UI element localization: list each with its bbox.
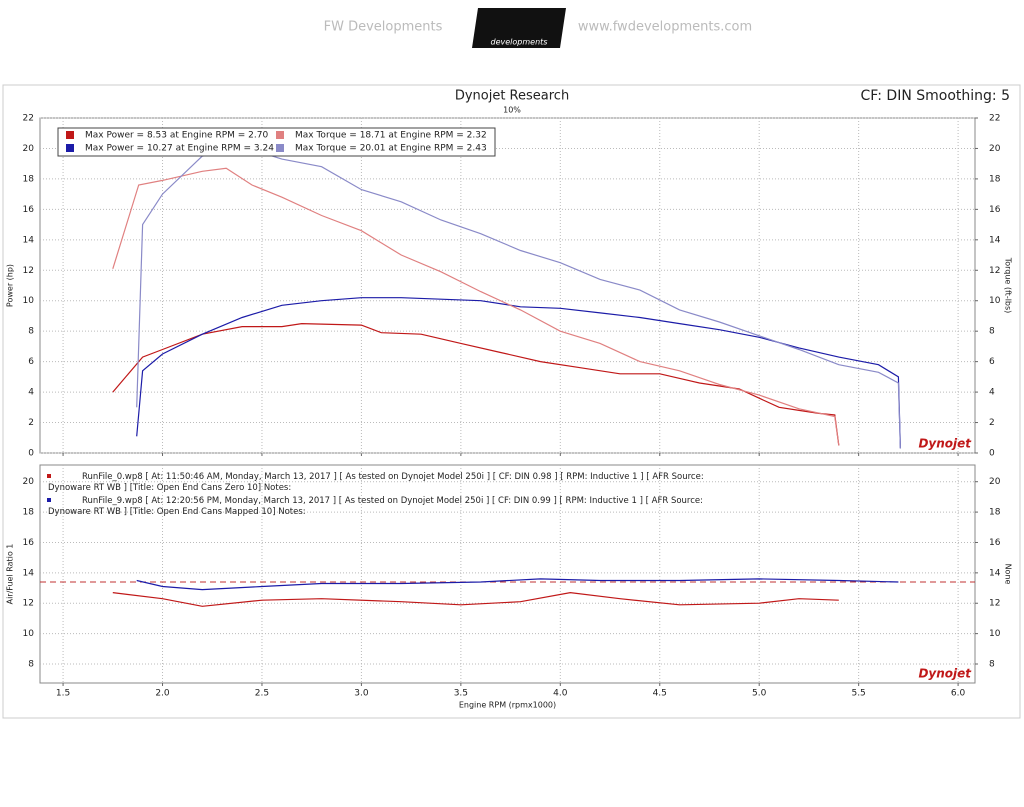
y-tick-label: 20 <box>23 144 35 154</box>
series-line <box>112 167 840 446</box>
x-tick-label: 4.0 <box>553 689 568 699</box>
chart-subtitle: 10% <box>503 106 521 115</box>
y-tick-label: 4 <box>28 388 34 398</box>
note-swatch <box>47 474 51 478</box>
settings-label: CF: DIN Smoothing: 5 <box>861 88 1010 104</box>
y2-tick-label: 18 <box>989 174 1001 184</box>
x-tick-label: 2.0 <box>155 689 170 699</box>
y2-tick-label: 14 <box>989 235 1001 245</box>
badge: Dynojet <box>918 437 972 451</box>
x-tick-label: 5.5 <box>851 689 865 699</box>
y2-tick-label: 20 <box>989 477 1001 487</box>
legend-label: Max Power = 8.53 at Engine RPM = 2.70 <box>85 131 268 141</box>
header-left: FW Developments <box>324 20 443 35</box>
y-tick-label: 14 <box>23 568 35 578</box>
x-tick-label: 6.0 <box>951 689 966 699</box>
run-note: RunFile_9.wp8 [ At: 12:20:56 PM, Monday,… <box>48 496 704 517</box>
y-tick-label: 18 <box>23 174 35 184</box>
legend-label: Max Torque = 20.01 at Engine RPM = 2.43 <box>295 144 487 154</box>
x-tick-label: 3.5 <box>454 689 468 699</box>
logo-shape <box>472 8 566 48</box>
y-tick-label: 8 <box>28 660 34 670</box>
legend-swatch <box>66 131 74 139</box>
legend-swatch <box>276 144 284 152</box>
y2-tick-label: 12 <box>989 266 1000 276</box>
legend-swatch <box>66 144 74 152</box>
y-tick-label: 2 <box>28 418 34 428</box>
y-tick-label: 20 <box>23 477 35 487</box>
legend-label: Max Torque = 18.71 at Engine RPM = 2.32 <box>295 131 487 141</box>
y2-tick-label: 8 <box>989 660 995 670</box>
y2-tick-label: 0 <box>989 449 995 459</box>
y-tick-label: 18 <box>23 508 35 518</box>
y2-tick-label: 22 <box>989 114 1000 124</box>
y-tick-label: 6 <box>28 357 34 367</box>
y2-tick-label: 4 <box>989 388 995 398</box>
plot-area <box>39 117 976 454</box>
y2-tick-label: 8 <box>989 327 995 337</box>
y2-tick-label: 18 <box>989 508 1001 518</box>
logo-text: developments <box>491 38 548 47</box>
series-line <box>136 297 901 449</box>
x-tick-label: 4.5 <box>653 689 667 699</box>
y2-tick-label: 16 <box>989 538 1001 548</box>
chart-title: Dynojet Research <box>455 89 569 104</box>
y2-tick-label: 20 <box>989 144 1001 154</box>
y-tick-label: 14 <box>23 235 35 245</box>
y2-axis-title: Torque (ft-lbs) <box>1004 257 1013 314</box>
series-line <box>136 578 899 591</box>
y-tick-label: 16 <box>23 205 35 215</box>
y2-tick-label: 16 <box>989 205 1001 215</box>
y-tick-label: 0 <box>28 449 34 459</box>
y-axis-title: Air/Fuel Ratio 1 <box>6 544 15 605</box>
y-tick-label: 10 <box>23 296 35 306</box>
y-tick-label: 10 <box>23 629 35 639</box>
y-tick-label: 22 <box>23 114 34 124</box>
y-tick-label: 16 <box>23 538 35 548</box>
y2-tick-label: 2 <box>989 418 995 428</box>
badge: Dynojet <box>918 667 972 681</box>
x-axis-title: Engine RPM (rpmx1000) <box>459 701 556 710</box>
series-line <box>112 591 839 607</box>
y2-tick-label: 6 <box>989 357 995 367</box>
y-tick-label: 8 <box>28 327 34 337</box>
header-right: www.fwdevelopments.com <box>578 20 752 35</box>
y2-tick-label: 10 <box>989 296 1001 306</box>
y2-tick-label: 10 <box>989 629 1001 639</box>
y2-tick-label: 12 <box>989 599 1000 609</box>
legend-label: Max Power = 10.27 at Engine RPM = 3.24 <box>85 144 274 154</box>
note-swatch <box>47 498 51 502</box>
y2-tick-label: 14 <box>989 568 1001 578</box>
run-note: RunFile_0.wp8 [ At: 11:50:46 AM, Monday,… <box>48 472 704 493</box>
plot-area <box>39 464 976 684</box>
y-tick-label: 12 <box>23 599 34 609</box>
legend-swatch <box>276 131 284 139</box>
y2-axis-title: None <box>1004 564 1013 585</box>
x-tick-label: 2.5 <box>255 689 269 699</box>
y-tick-label: 12 <box>23 266 34 276</box>
x-tick-label: 1.5 <box>56 689 70 699</box>
series-line <box>112 322 840 446</box>
y-axis-title: Power (hp) <box>6 264 15 307</box>
x-tick-label: 3.0 <box>354 689 369 699</box>
x-tick-label: 5.0 <box>752 689 767 699</box>
